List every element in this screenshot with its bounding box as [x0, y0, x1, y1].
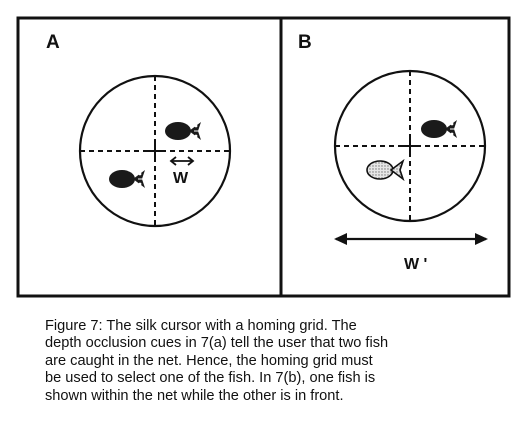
width-double-arrow-icon: [169, 156, 195, 166]
fish-icon: [366, 158, 405, 182]
caption-line: depth occlusion cues in 7(a) tell the us…: [45, 335, 389, 352]
width-label-w-prime: W ': [404, 256, 428, 273]
fish-icon: [421, 120, 457, 138]
panel-a-label: A: [46, 32, 60, 53]
panel-a: [78, 74, 232, 228]
wide-double-arrow-icon: [334, 233, 488, 245]
figure-7-illustration: [16, 16, 511, 298]
width-label-w: W: [173, 170, 189, 187]
caption-line: Figure 7: The silk cursor with a homing …: [45, 318, 357, 334]
fish-icon: [109, 170, 145, 188]
figure-caption: Figure 7: The silk cursor with a homing …: [45, 318, 515, 405]
caption-line: are caught in the net. Hence, the homing…: [45, 352, 373, 369]
panel-b-label: B: [298, 32, 312, 53]
figure-frame: [16, 16, 511, 298]
caption-line: be used to select one of the fish. In 7(…: [45, 370, 376, 387]
caption-line: shown within the net while the other is …: [45, 387, 344, 404]
fish-icon: [165, 122, 201, 140]
panel-b: [333, 69, 488, 245]
